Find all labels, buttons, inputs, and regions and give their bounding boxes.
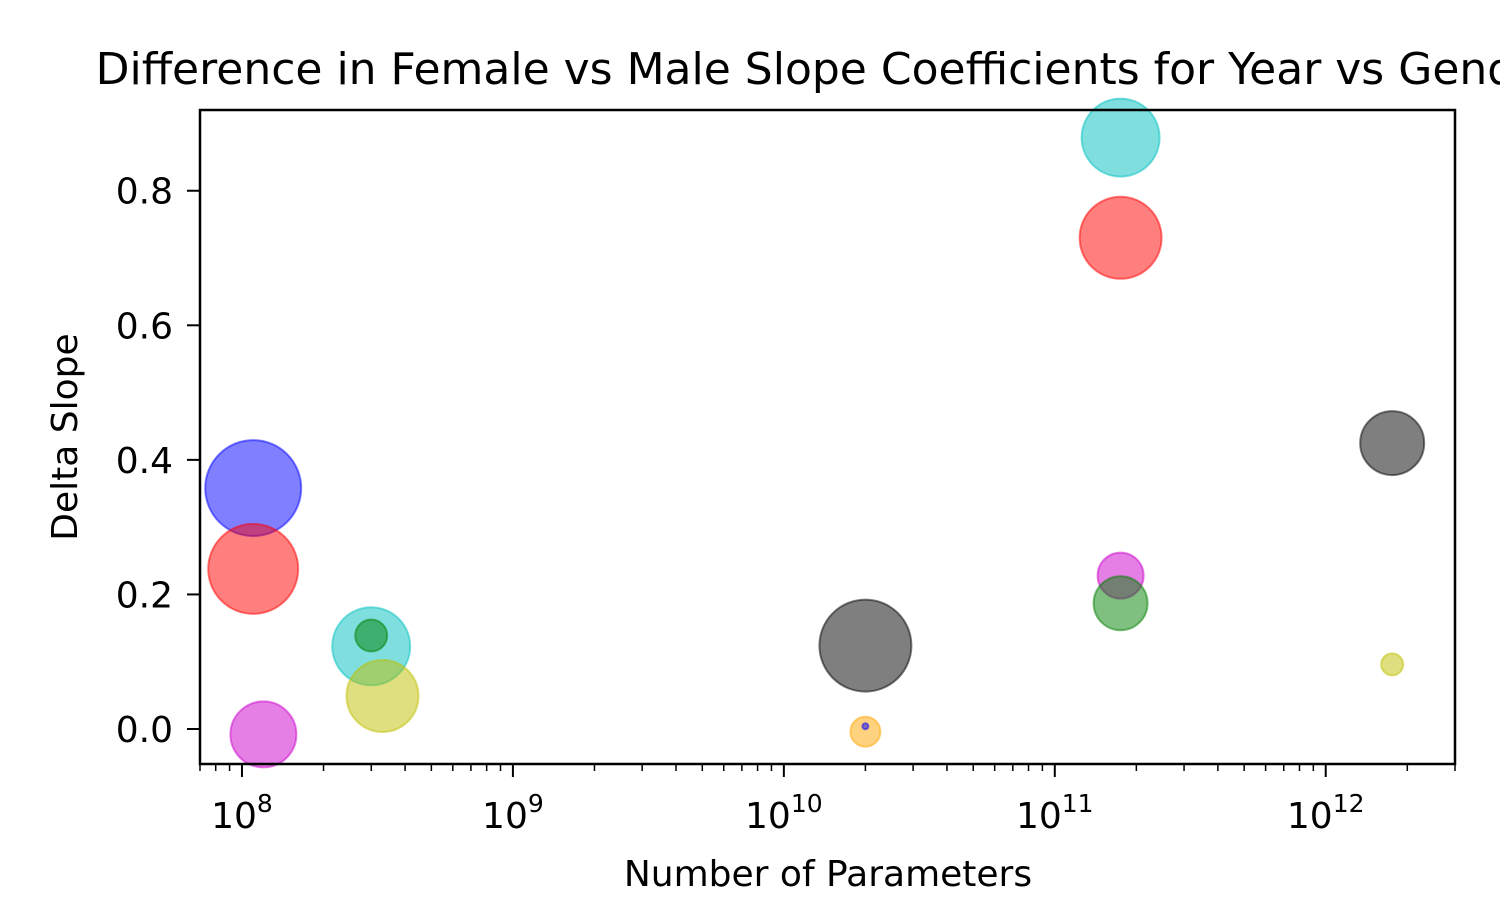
data-point-9: [1080, 97, 1161, 178]
x-tick-label-3: 1011: [1016, 789, 1094, 837]
x-tick-label-2: 1010: [745, 789, 823, 837]
data-point-13: [1359, 410, 1426, 477]
y-tick-label-1: 0.2: [116, 575, 173, 616]
x-axis: 108 109 1010 1011 1012: [199, 764, 1456, 837]
y-tick-label-4: 0.8: [116, 172, 173, 213]
y-tick-label-2: 0.4: [116, 441, 173, 482]
data-point-1: [207, 522, 300, 615]
data-point-2: [229, 700, 298, 769]
y-tick-label-3: 0.6: [116, 306, 173, 347]
y-axis: 0.0 0.2 0.4 0.6 0.8: [116, 172, 200, 751]
data-point-12: [1092, 575, 1149, 632]
y-tick-label-0: 0.0: [116, 710, 173, 751]
data-point-7: [849, 715, 882, 748]
plot-frame: [198, 108, 1457, 766]
plot-marks: [204, 97, 1426, 769]
chart-title: Difference in Female vs Male Slope Coeff…: [96, 44, 1500, 95]
data-point-0: [204, 439, 303, 538]
data-point-4: [354, 618, 389, 653]
data-point-14: [1380, 652, 1405, 677]
x-tick-label-4: 1012: [1287, 789, 1365, 837]
x-axis-label: Number of Parameters: [624, 854, 1032, 895]
x-tick-label-1: 109: [482, 789, 544, 837]
data-point-5: [345, 659, 420, 733]
x-tick-label-0: 108: [211, 789, 273, 837]
data-point-8: [861, 722, 870, 731]
y-axis-label: Delta Slope: [45, 333, 86, 540]
data-point-6: [818, 598, 913, 693]
data-point-10: [1078, 195, 1163, 280]
